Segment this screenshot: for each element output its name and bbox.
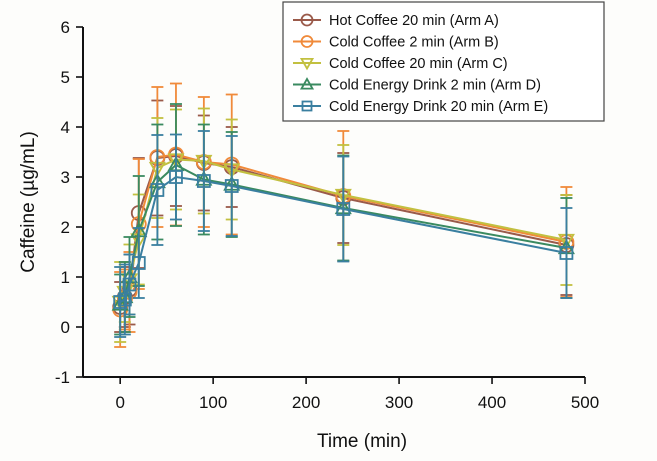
data-point-circle xyxy=(300,13,314,27)
data-point-triangle-down xyxy=(299,57,315,71)
series-line xyxy=(119,163,567,306)
x-tick-label: 100 xyxy=(199,393,227,412)
y-tick-label: 4 xyxy=(61,118,70,137)
x-tick-label: 400 xyxy=(478,393,506,412)
x-tick-label: 0 xyxy=(115,393,124,412)
data-point-triangle-up xyxy=(299,77,315,90)
data-point-square xyxy=(131,256,146,270)
data-point-square xyxy=(169,170,183,184)
legend-label: Cold Coffee 2 min (Arm B) xyxy=(329,35,499,51)
x-tick-label: 300 xyxy=(385,393,413,412)
legend: Hot Coffee 20 min (Arm A) Cold Coffee 2 m… xyxy=(282,1,605,122)
data-point-square xyxy=(559,246,574,260)
legend-label: Hot Coffee 20 min (Arm A) xyxy=(329,13,499,29)
data-point-square xyxy=(113,295,128,309)
y-tick-label: 6 xyxy=(61,18,70,37)
legend-entry: Cold Coffee 20 min (Arm C) xyxy=(293,56,508,72)
data-point-square xyxy=(301,100,313,112)
y-tick-label: 3 xyxy=(61,168,70,187)
legend-label: Cold Energy Drink 20 min (Arm E) xyxy=(329,99,548,115)
data-point-square xyxy=(196,174,211,188)
x-axis-title: Time (min) xyxy=(317,431,407,452)
x-tick-label: 200 xyxy=(292,393,320,412)
legend-entry: Cold Energy Drink 20 min (Arm E) xyxy=(293,99,548,115)
data-point-circle xyxy=(300,35,314,48)
y-tick-label: 5 xyxy=(61,68,70,87)
data-point-square xyxy=(224,179,239,193)
legend-entry: Cold Coffee 2 min (Arm B) xyxy=(293,35,499,51)
legend-entry: Hot Coffee 20 min (Arm A) xyxy=(293,13,499,29)
data-point-square xyxy=(122,277,137,292)
data-point-square xyxy=(117,292,132,307)
legend-label: Cold Energy Drink 2 min (Arm D) xyxy=(329,78,541,94)
y-tick-label: 1 xyxy=(61,268,70,287)
legend-box xyxy=(282,1,605,122)
legend-entry: Cold Energy Drink 2 min (Arm D) xyxy=(293,77,541,94)
legend-label: Cold Coffee 20 min (Arm C) xyxy=(329,56,508,72)
series-5 xyxy=(113,130,574,338)
axes: -1 0 1 2 3 4 5 6 0 100 200 300 400 500 xyxy=(55,18,599,412)
y-tick-label: 2 xyxy=(61,218,70,237)
data-point-square xyxy=(150,183,165,197)
y-tick-label: -1 xyxy=(55,368,70,387)
x-tick-label: 500 xyxy=(571,393,599,412)
series-line xyxy=(119,175,567,303)
plot-area xyxy=(111,82,575,348)
data-point-square xyxy=(336,202,351,216)
y-tick-label: 0 xyxy=(61,318,70,337)
y-axis-title: Caffeine (µg/mL) xyxy=(18,131,39,273)
